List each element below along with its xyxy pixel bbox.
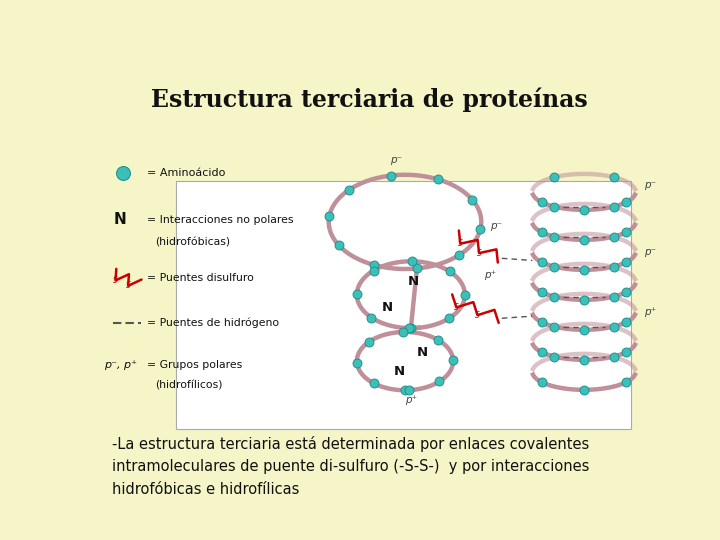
Text: p⁻: p⁻ — [644, 180, 657, 191]
Text: = Puentes de hidrógeno: = Puentes de hidrógeno — [147, 318, 279, 328]
Text: = Grupos polares: = Grupos polares — [147, 360, 242, 370]
Text: = Puentes disulfuro: = Puentes disulfuro — [147, 273, 253, 282]
Text: p⁻: p⁻ — [644, 247, 657, 257]
Text: N: N — [394, 366, 405, 379]
Text: S: S — [454, 303, 459, 312]
Text: = Interacciones no polares: = Interacciones no polares — [147, 215, 293, 225]
Text: S: S — [477, 248, 482, 258]
Text: S: S — [458, 239, 463, 248]
Text: p⁻: p⁻ — [490, 221, 502, 231]
Text: p⁺: p⁺ — [644, 307, 657, 317]
Text: N: N — [417, 346, 428, 359]
Text: (hidrofílicos): (hidrofílicos) — [156, 381, 223, 391]
Text: p⁺: p⁺ — [405, 395, 417, 404]
Text: S: S — [475, 310, 480, 320]
Text: S: S — [126, 281, 130, 291]
Text: N: N — [382, 301, 393, 314]
Text: = Aminoácido: = Aminoácido — [147, 167, 225, 178]
Text: p⁻, p⁺: p⁻, p⁺ — [104, 360, 137, 370]
Text: p⁻: p⁻ — [390, 156, 402, 165]
Text: p⁺: p⁺ — [484, 271, 496, 280]
Text: N: N — [114, 212, 127, 227]
FancyBboxPatch shape — [176, 181, 631, 429]
Text: -La estructura terciaria está determinada por enlaces covalentes
intramoleculare: -La estructura terciaria está determinad… — [112, 436, 590, 496]
Text: N: N — [408, 275, 419, 288]
Text: S: S — [113, 276, 118, 285]
Text: Estructura terciaria de proteínas: Estructura terciaria de proteínas — [150, 88, 588, 112]
Text: (hidrofóbicas): (hidrofóbicas) — [156, 237, 230, 247]
